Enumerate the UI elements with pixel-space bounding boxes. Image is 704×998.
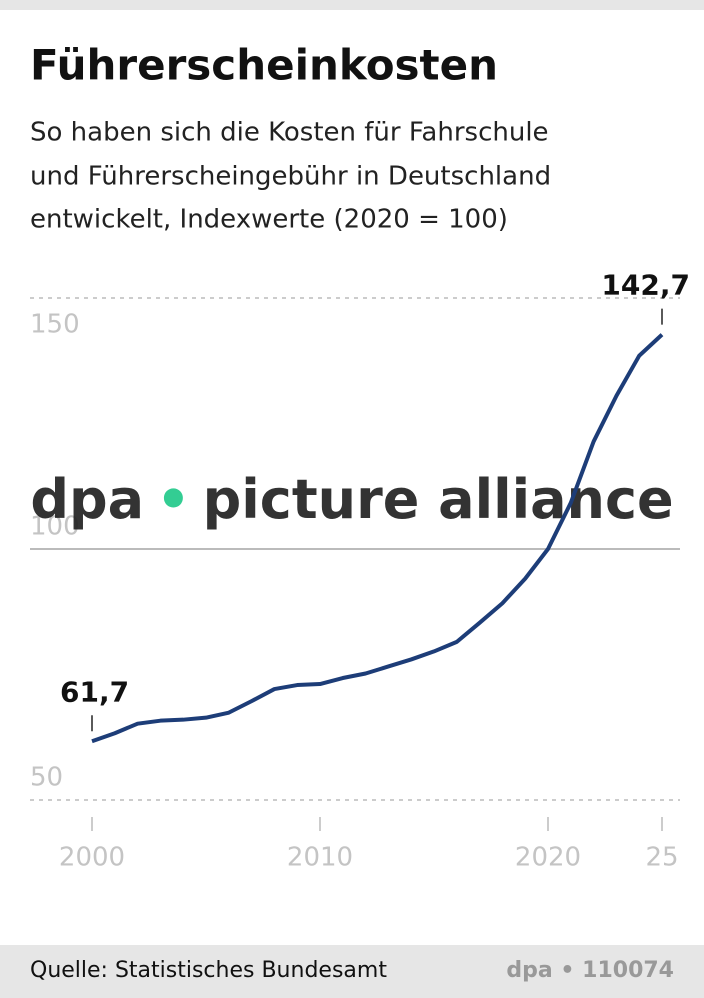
x-tick-label: 25: [645, 843, 678, 873]
credit: dpa • 110074: [506, 958, 674, 983]
watermark-dot: •: [156, 468, 191, 531]
y-tick-label: 150: [30, 310, 80, 340]
line: [91, 333, 664, 744]
data-label: 61,7: [60, 675, 129, 708]
x-tick-label: 2000: [59, 843, 125, 873]
watermark-part: picture alliance: [203, 468, 674, 531]
watermark-part: dpa: [30, 468, 144, 531]
y-tick-label: 50: [30, 763, 63, 793]
subtitle: So haben sich die Kosten für Fahrschule: [30, 118, 549, 148]
source: Quelle: Statistisches Bundesamt: [30, 958, 387, 983]
chart-title: Führerscheinkosten: [30, 41, 498, 90]
subtitle: und Führerscheingebühr in Deutschland: [30, 162, 551, 192]
subtitle: entwickelt, Indexwerte (2020 = 100): [30, 205, 508, 235]
y-tick-label: 100: [30, 512, 80, 542]
x-tick-label: 2020: [515, 843, 581, 873]
x-tick-label: 2010: [287, 843, 353, 873]
top-band: [0, 0, 704, 10]
footer-band: [0, 945, 704, 998]
data-label: 142,7: [601, 269, 690, 302]
watermark: dpa • picture alliance: [30, 468, 673, 531]
